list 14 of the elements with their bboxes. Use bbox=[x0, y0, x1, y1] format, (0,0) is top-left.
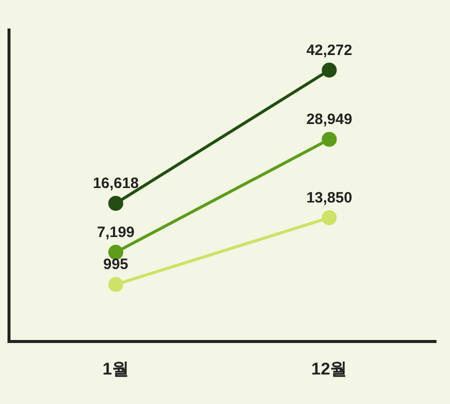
point bbox=[322, 132, 337, 147]
data-label: 16,618 bbox=[92, 175, 139, 192]
point bbox=[108, 196, 124, 211]
point bbox=[322, 62, 337, 78]
data-label: 42,272 bbox=[306, 42, 352, 59]
x-tick-label: 12월 bbox=[311, 359, 348, 378]
point bbox=[108, 244, 124, 260]
data-label: 995 bbox=[103, 256, 128, 274]
data-label: 13,850 bbox=[306, 189, 352, 206]
point bbox=[322, 210, 337, 226]
data-label: 28,949 bbox=[306, 110, 352, 128]
data-label: 7,199 bbox=[96, 224, 135, 241]
x-tick-label: 1월 bbox=[102, 359, 129, 378]
point bbox=[108, 277, 124, 292]
